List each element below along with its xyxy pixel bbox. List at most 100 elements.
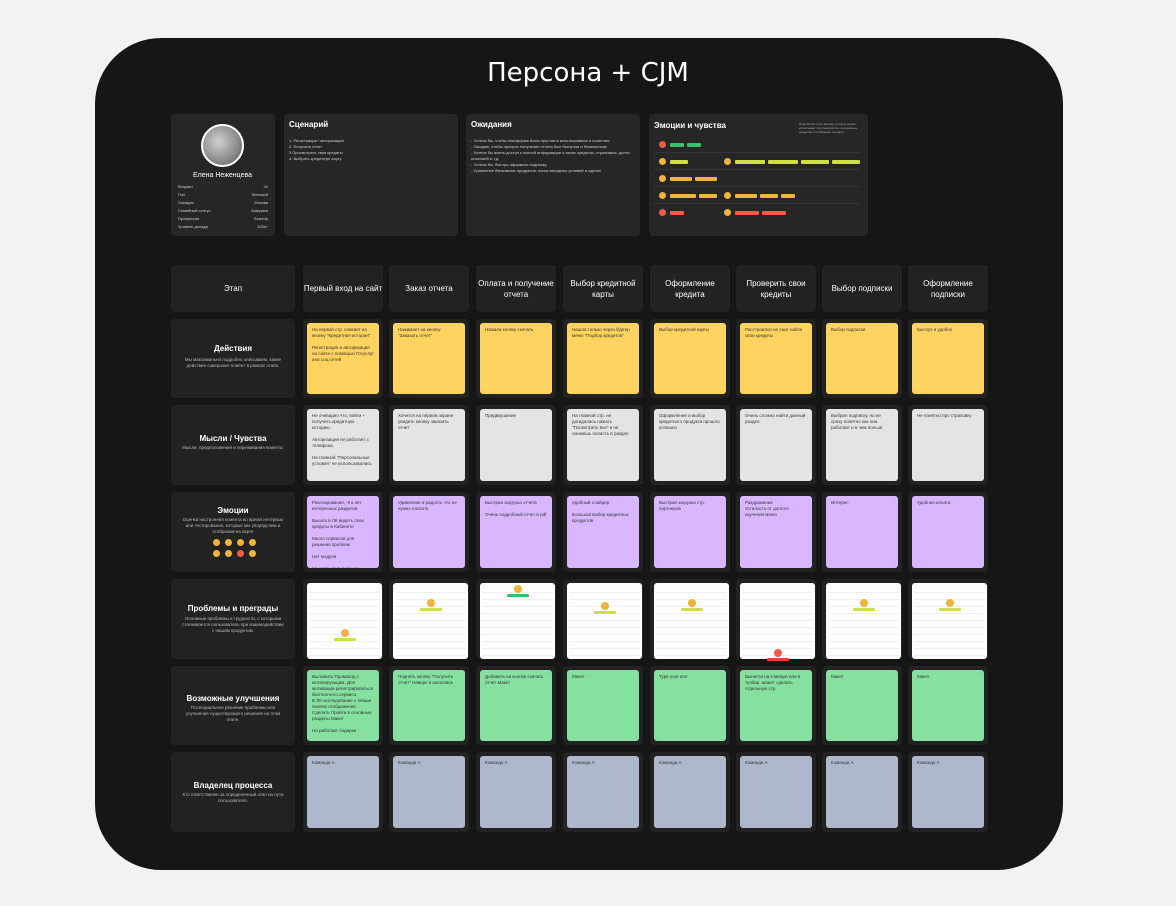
sticky-note[interactable]: Вынести на главную или в тулбар, может с…: [740, 670, 812, 741]
emotion-face-icon: [659, 158, 666, 165]
sticky-note[interactable]: Команда А: [740, 756, 812, 828]
cjm-cell: Не понятно про страховку: [908, 405, 988, 485]
persona-field-age: Возраст 34: [178, 184, 268, 189]
sticky-note[interactable]: Разочарование, что нет интересных раздел…: [307, 496, 379, 568]
row-label-problems: Проблемы и преграды Основные проблемы и …: [171, 579, 295, 659]
sticky-note[interactable]: Быстрая загрузка отчета Очень подробный о…: [480, 496, 552, 568]
sticky-note[interactable]: Макет: [912, 670, 984, 741]
sticky-note[interactable]: Выбрал подписку, но не сразу понятно как…: [826, 409, 898, 481]
emotion-chip: [832, 160, 860, 164]
smile-face-icon: [225, 539, 232, 546]
pin-tag: [853, 608, 875, 611]
sticky-note[interactable]: Type your text: [654, 670, 726, 741]
problem-board: [912, 583, 987, 659]
cjm-cell: Макет: [822, 666, 902, 745]
pin-tag: [507, 594, 529, 597]
sticky-note[interactable]: Выложить Промокод с мотивирующим. Для мо…: [307, 670, 379, 741]
sticky-note[interactable]: Команда А: [826, 756, 898, 828]
sticky-note[interactable]: Удобный слайдер Большой выбор кредитных п…: [567, 496, 639, 568]
sticky-note[interactable]: Команда А: [307, 756, 379, 828]
cjm-cell: [389, 579, 469, 659]
cjm-cell: Команда А: [476, 752, 556, 832]
stage-header: Заказ отчета: [389, 265, 469, 312]
emotion-row-4: [654, 189, 860, 204]
cjm-cell: Раздражение Усталость от долгого изучения…: [736, 492, 816, 572]
pin-tag: [594, 611, 616, 614]
scenario-list: 1. Регистрация / авторизация 2. Получить…: [289, 138, 344, 161]
sticky-note[interactable]: Не понятно про страховку: [912, 409, 984, 481]
expectations-panel: Ожидания - Хотела бы, чтобы платформа бы…: [466, 114, 640, 236]
sticky-note[interactable]: Выбор кредитной карты: [654, 323, 726, 394]
sticky-note[interactable]: Команда А: [393, 756, 465, 828]
emotion-chip: [735, 211, 759, 215]
cjm-cell: Разочарование, что нет интересных раздел…: [303, 492, 383, 572]
persona-card: Елена Неженцева Возраст 34 Пол Женский Лок…: [171, 114, 275, 236]
emotions-note: Перечислите все эмоции которые клиент ис…: [799, 122, 858, 134]
sticky-note[interactable]: Нашла только через бургер меню "Подбор к…: [567, 323, 639, 394]
emotion-chip: [781, 194, 795, 198]
sticky-note[interactable]: Очень сложно найти данный раздел: [740, 409, 812, 481]
cjm-cell: Быстрая загрузка отчета Очень подробный о…: [476, 492, 556, 572]
sticky-note[interactable]: Удобная оплата: [912, 496, 984, 568]
emotion-face-icon: [659, 141, 666, 148]
sticky-note[interactable]: Хочется на первом экране увидеть кнопку …: [393, 409, 465, 481]
sticky-note[interactable]: Нажимает на кнопку "Заказать отчет": [393, 323, 465, 394]
pin-face-icon: [341, 629, 349, 637]
cjm-cell: Вынести на главную или в тулбар, может с…: [736, 666, 816, 745]
cjm-cell: Команда А: [822, 752, 902, 832]
sticky-note[interactable]: Раздражение Усталость от долгого изучения…: [740, 496, 812, 568]
stage-header: Выбор кредитной карты: [563, 265, 643, 312]
emotion-face-icon: [724, 209, 731, 216]
pin-tag: [420, 608, 442, 611]
sticky-note[interactable]: На первой стр. кликает на кнопку "Кредит…: [307, 323, 379, 394]
sticky-note[interactable]: Команда А: [912, 756, 984, 828]
pin-face-icon: [688, 599, 696, 607]
cjm-cell: На первой стр. кликает на кнопку "Кредит…: [303, 319, 383, 398]
cjm-cell: Выбор кредитной карты: [650, 319, 730, 398]
stage-header: Проверить свои кредиты: [736, 265, 816, 312]
page-title: Персона + CJM: [487, 58, 689, 88]
cjm-cell: Команда А: [908, 752, 988, 832]
expectations-list: - Хотела бы, чтобы платформа была проста…: [471, 138, 630, 173]
smile-face-icon: [237, 539, 244, 546]
pin-tag: [681, 608, 703, 611]
cjm-cell: Очень сложно найти данный раздел: [736, 405, 816, 485]
emotion-chip: [768, 160, 798, 164]
sticky-note[interactable]: Выбор подписки: [826, 323, 898, 394]
emotion-chip: [695, 177, 717, 181]
sticky-note[interactable]: Добавить на кнопке скачать отчет Макет: [480, 670, 552, 741]
emotion-row-2: [654, 155, 860, 170]
cjm-cell: Интерес: [822, 492, 902, 572]
sticky-note[interactable]: Команда А: [480, 756, 552, 828]
sticky-note[interactable]: Не очевидно что, войти + получить кредит…: [307, 409, 379, 481]
emotion-chip: [670, 177, 692, 181]
problem-board: [480, 583, 555, 659]
sticky-note[interactable]: Быстро и удобно: [912, 323, 984, 394]
sticky-note[interactable]: Макет: [826, 670, 898, 741]
sticky-note[interactable]: Удивление и радость что не нужно платить: [393, 496, 465, 568]
cjm-cell: Удобная оплата: [908, 492, 988, 572]
sticky-note[interactable]: На главной стр. не догадалась нажать "По…: [567, 409, 639, 481]
row-label-improvements: Возможные улучшения Потенциальное решени…: [171, 666, 295, 745]
cjm-cell: [476, 579, 556, 659]
cjm-cell: Не очевидно что, войти + получить кредит…: [303, 405, 383, 485]
emotion-chip: [670, 143, 684, 147]
row-label-owner: Владелец процесса Кто ответственен за оп…: [171, 752, 295, 832]
sticky-note[interactable]: Быстрая загрузка стр. партнеров: [654, 496, 726, 568]
problem-board: [826, 583, 901, 659]
sticky-note[interactable]: Расстроился не смог найти свои кредиты: [740, 323, 812, 394]
sticky-note[interactable]: Нажала кнопку скачать: [480, 323, 552, 394]
emotion-face-icon: [659, 209, 666, 216]
problem-board: [740, 583, 815, 661]
cjm-cell: Type your text: [650, 666, 730, 745]
sticky-note[interactable]: Интерес: [826, 496, 898, 568]
sticky-note[interactable]: Команда А: [567, 756, 639, 828]
cjm-cell: Оформление и выбор кредитного продукта п…: [650, 405, 730, 485]
sticky-note[interactable]: Предвкушение: [480, 409, 552, 481]
sticky-note[interactable]: Поднять кнопку "Получить отчет" Наверх в…: [393, 670, 465, 741]
pin-tag: [939, 608, 961, 611]
sticky-note[interactable]: Макет: [567, 670, 639, 741]
pin-face-icon: [514, 585, 522, 593]
sticky-note[interactable]: Оформление и выбор кредитного продукта п…: [654, 409, 726, 481]
sticky-note[interactable]: Команда А: [654, 756, 726, 828]
